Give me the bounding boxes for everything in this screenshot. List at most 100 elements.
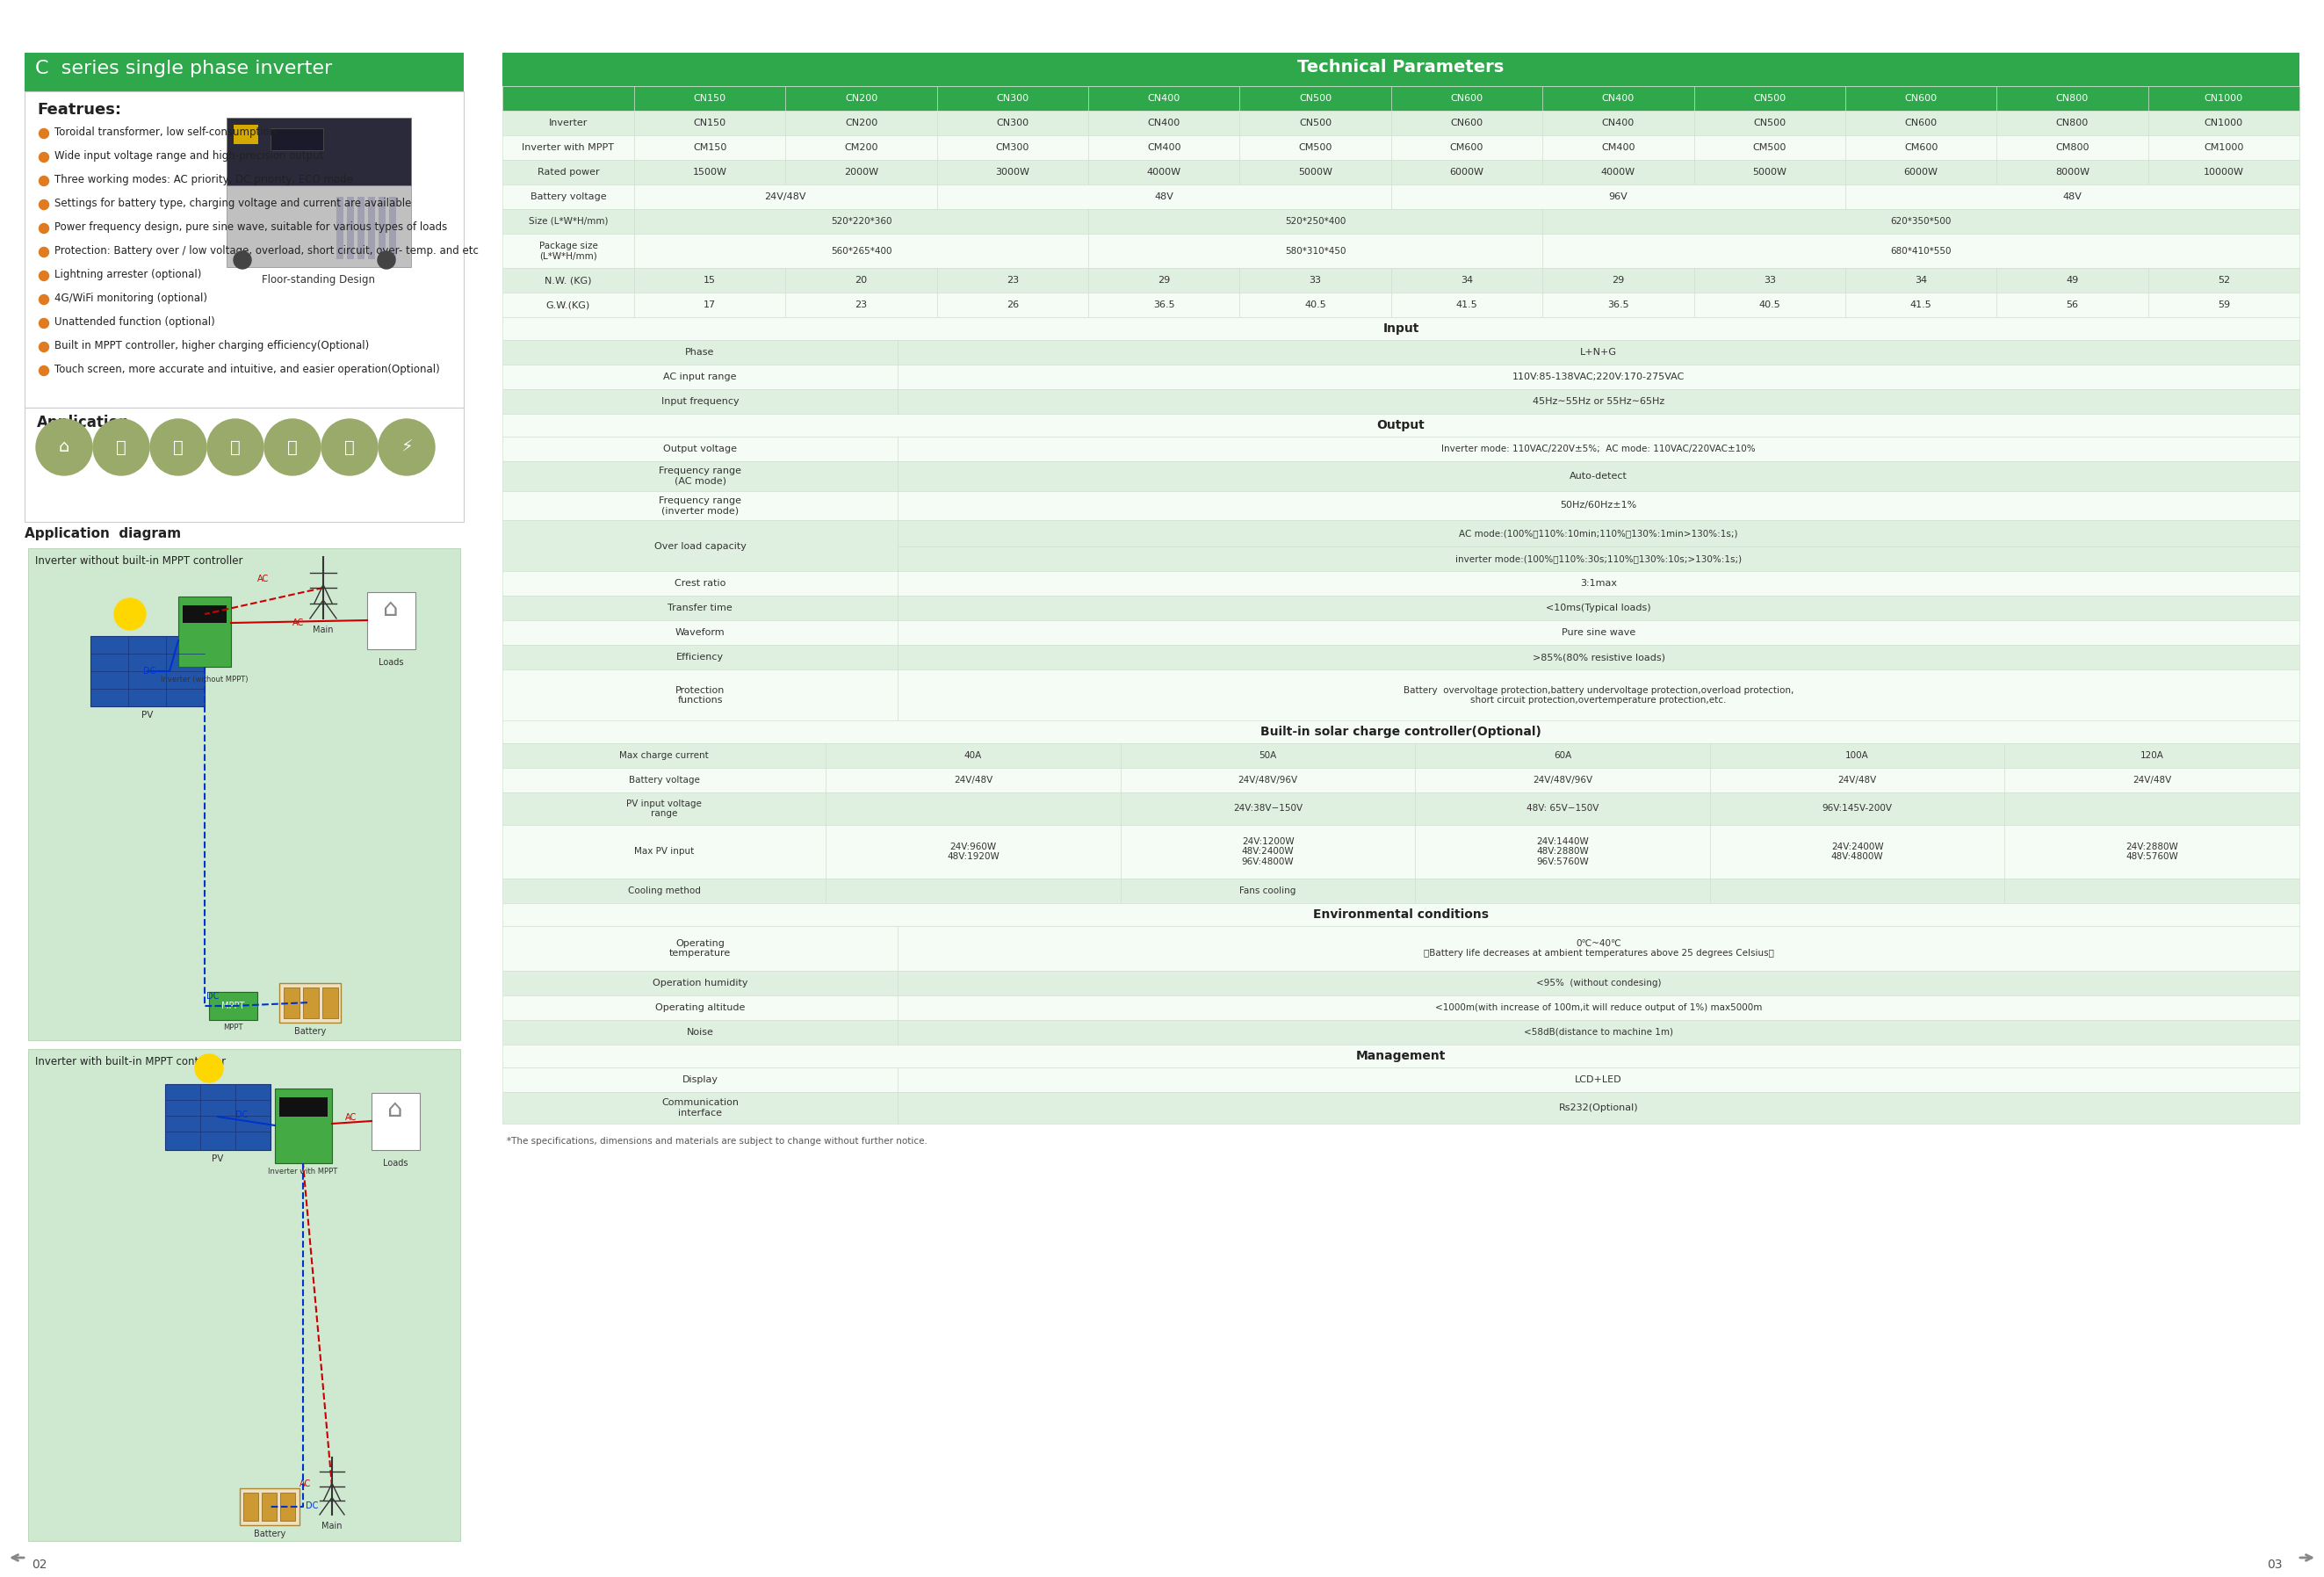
Bar [1239,136,1392,159]
Bar [26,91,465,407]
Bar [379,197,386,260]
Bar [634,210,1088,233]
Bar [2147,87,2298,110]
Bar [1239,110,1392,136]
Bar [897,620,2298,645]
Text: 24V:960W
48V:1920W: 24V:960W 48V:1920W [946,842,999,861]
Text: Three working modes: AC priority, DC priority, ECO mode: Three working modes: AC priority, DC pri… [53,173,353,186]
Bar [502,490,897,520]
Bar [502,460,897,490]
Bar [1543,233,2298,268]
Text: 10000W: 10000W [2203,167,2245,177]
Text: 0℃~40℃
（Battery life decreases at ambient temperatures above 25 degrees Celsius）: 0℃~40℃ （Battery life decreases at ambien… [1422,938,1773,957]
Bar [937,159,1088,185]
Bar [502,670,897,721]
Text: 33: 33 [1764,276,1776,285]
Text: 4G/WiFi monitoring (optional): 4G/WiFi monitoring (optional) [53,293,207,304]
Text: 1500W: 1500W [693,167,727,177]
Text: 41.5: 41.5 [1910,301,1931,309]
Text: Battery: Battery [253,1530,286,1538]
Text: CM600: CM600 [1903,144,1938,151]
Bar [1415,878,1710,904]
Text: Size (L*W*H/mm): Size (L*W*H/mm) [528,218,609,226]
Bar [346,197,353,260]
Bar [0,1542,70,1572]
Bar [274,1088,332,1164]
Bar [786,293,937,317]
Text: 34: 34 [1915,276,1927,285]
Text: CN300: CN300 [997,118,1030,128]
Text: 620*350*500: 620*350*500 [1889,218,1952,226]
Bar [634,293,786,317]
Text: CN200: CN200 [846,118,878,128]
Bar [1694,159,1845,185]
Text: Loads: Loads [383,1159,407,1167]
Bar [897,520,2298,546]
Text: CM500: CM500 [1752,144,1787,151]
Circle shape [379,419,435,475]
Bar [184,606,228,623]
Bar [2147,293,2298,317]
Bar [284,987,300,1019]
Bar [323,987,339,1019]
Circle shape [265,419,321,475]
Text: Max charge current: Max charge current [621,751,709,760]
Bar [2006,743,2298,768]
Text: 59: 59 [2217,301,2231,309]
Bar [1710,768,2006,793]
Text: CN800: CN800 [2057,95,2089,103]
Text: CM400: CM400 [1601,144,1636,151]
Bar [897,596,2298,620]
Bar [897,670,2298,721]
Text: CN500: CN500 [1299,118,1332,128]
Text: AC input range: AC input range [662,372,737,382]
Bar [1088,268,1239,293]
Circle shape [379,251,395,268]
Bar [2006,768,2298,793]
Text: inverter mode:(100%～110%:30s;110%～130%:10s;>130%:1s;): inverter mode:(100%～110%:30s;110%～130%:1… [1455,555,1741,563]
Bar [1392,110,1543,136]
Bar [502,970,897,995]
Circle shape [40,248,49,257]
Text: Environmental conditions: Environmental conditions [1313,908,1490,921]
Bar [502,233,634,268]
Circle shape [40,366,49,375]
Text: 15: 15 [704,276,716,285]
Text: Crest ratio: Crest ratio [674,579,725,588]
Bar [263,1493,277,1520]
Bar [937,87,1088,110]
Text: Auto-detect: Auto-detect [1569,472,1627,481]
Text: 40.5: 40.5 [1304,301,1327,309]
Bar [502,437,897,460]
Bar [897,995,2298,1020]
Bar [937,268,1088,293]
Bar [1996,268,2147,293]
Text: 24V:1440W
48V:2880W
96V:5760W: 24V:1440W 48V:2880W 96V:5760W [1536,837,1590,866]
Bar [897,437,2298,460]
Bar [228,118,411,185]
Bar [165,1083,270,1150]
Bar [502,926,897,970]
Circle shape [207,419,263,475]
FancyArrowPatch shape [12,1555,23,1561]
Text: Touch screen, more accurate and intuitive, and easier operation(Optional): Touch screen, more accurate and intuitiv… [53,364,439,375]
Text: CM200: CM200 [844,144,878,151]
Text: ⌂: ⌂ [388,1098,402,1121]
Text: CN150: CN150 [693,95,725,103]
Text: 49: 49 [2066,276,2078,285]
Bar [1694,110,1845,136]
Text: <1000m(with increase of 100m,it will reduce output of 1%) max5000m: <1000m(with increase of 100m,it will red… [1434,1003,1762,1012]
Bar [279,982,342,1022]
Bar [502,904,2298,926]
Bar [1996,136,2147,159]
Text: Main: Main [314,626,335,634]
Text: 24V/48V: 24V/48V [2133,776,2171,785]
Text: DC: DC [235,1110,249,1120]
Text: 📡: 📡 [116,438,125,456]
Bar [897,364,2298,390]
Text: CM600: CM600 [1450,144,1483,151]
Bar [1392,87,1543,110]
Bar [28,549,460,1041]
Bar [502,721,2298,743]
Bar [502,52,2298,87]
